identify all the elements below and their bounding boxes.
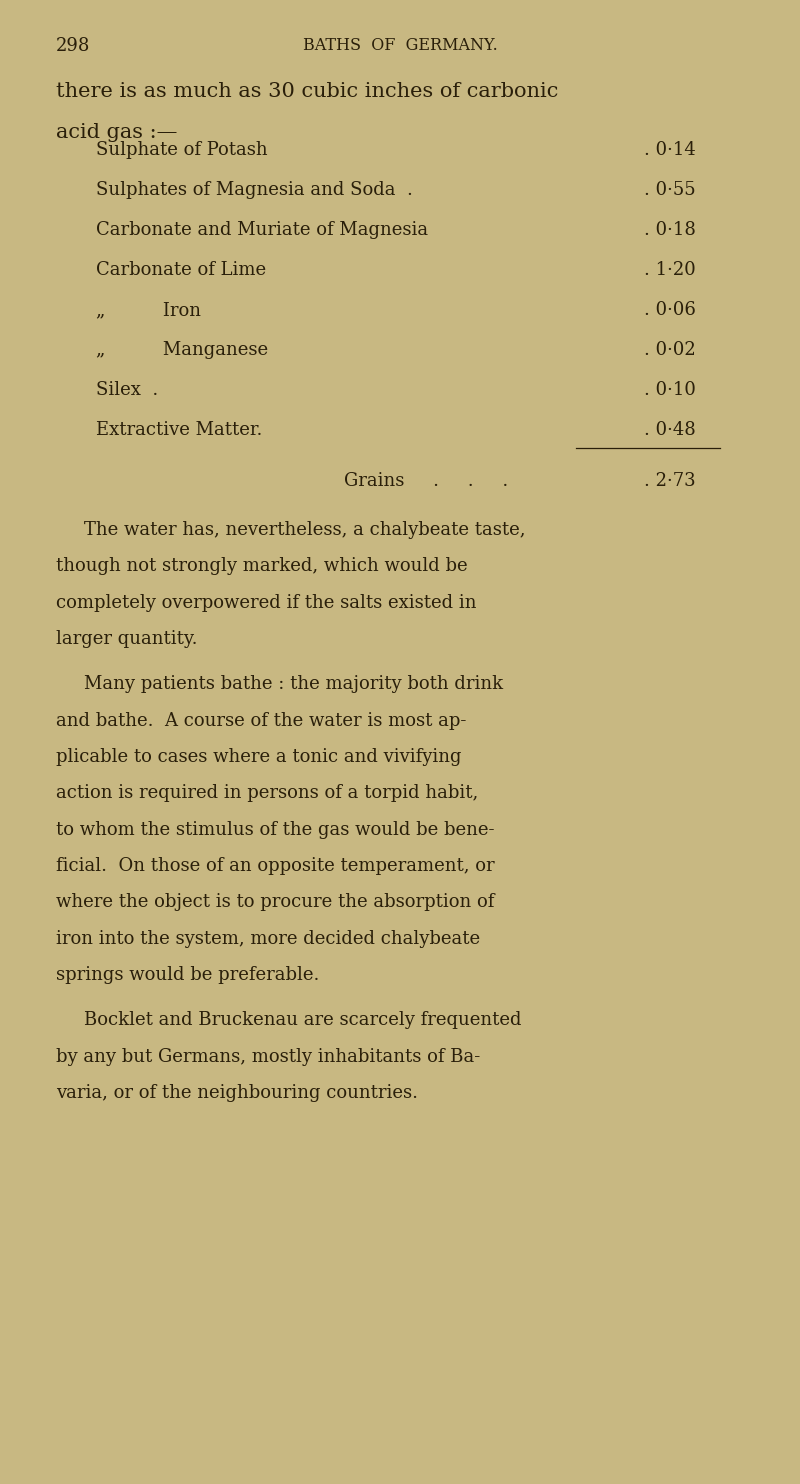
Text: plicable to cases where a tonic and vivifying: plicable to cases where a tonic and vivi… <box>56 748 462 766</box>
Text: . 0·06: . 0·06 <box>644 301 696 319</box>
Text: Many patients bathe : the majority both drink: Many patients bathe : the majority both … <box>84 675 503 693</box>
Text: though not strongly marked, which would be: though not strongly marked, which would … <box>56 558 468 576</box>
Text: iron into the system, more decided chalybeate: iron into the system, more decided chaly… <box>56 930 480 948</box>
Text: . 1·20: . 1·20 <box>644 261 696 279</box>
Text: Grains     .     .     .: Grains . . . <box>344 472 508 490</box>
Text: Silex  .: Silex . <box>96 381 158 399</box>
Text: Sulphate of Potash: Sulphate of Potash <box>96 141 268 159</box>
Text: ficial.  On those of an opposite temperament, or: ficial. On those of an opposite temperam… <box>56 858 494 876</box>
Text: . 0·02: . 0·02 <box>644 341 696 359</box>
Text: Sulphates of Magnesia and Soda  .: Sulphates of Magnesia and Soda . <box>96 181 413 199</box>
Text: BATHS  OF  GERMANY.: BATHS OF GERMANY. <box>302 37 498 53</box>
Text: . 0·55: . 0·55 <box>644 181 696 199</box>
Text: . 0·10: . 0·10 <box>644 381 696 399</box>
Text: varia, or of the neighbouring countries.: varia, or of the neighbouring countries. <box>56 1085 418 1103</box>
Text: . 0·18: . 0·18 <box>644 221 696 239</box>
Text: . 0·48: . 0·48 <box>644 421 696 439</box>
Text: Carbonate of Lime: Carbonate of Lime <box>96 261 266 279</box>
Text: Extractive Matter.: Extractive Matter. <box>96 421 262 439</box>
Text: . 2·73: . 2·73 <box>644 472 696 490</box>
Text: completely overpowered if the salts existed in: completely overpowered if the salts exis… <box>56 594 477 611</box>
Text: . 0·14: . 0·14 <box>644 141 696 159</box>
Text: larger quantity.: larger quantity. <box>56 631 198 649</box>
Text: and bathe.  A course of the water is most ap-: and bathe. A course of the water is most… <box>56 712 466 730</box>
Text: acid gas :—: acid gas :— <box>56 123 178 142</box>
Text: action is required in persons of a torpid habit,: action is required in persons of a torpi… <box>56 785 478 803</box>
Text: „          Manganese: „ Manganese <box>96 341 268 359</box>
Text: The water has, nevertheless, a chalybeate taste,: The water has, nevertheless, a chalybeat… <box>84 521 526 539</box>
Text: there is as much as 30 cubic inches of carbonic: there is as much as 30 cubic inches of c… <box>56 82 558 101</box>
Text: to whom the stimulus of the gas would be bene-: to whom the stimulus of the gas would be… <box>56 821 494 838</box>
Text: Carbonate and Muriate of Magnesia: Carbonate and Muriate of Magnesia <box>96 221 428 239</box>
Text: 298: 298 <box>56 37 90 55</box>
Text: „          Iron: „ Iron <box>96 301 201 319</box>
Text: Bocklet and Bruckenau are scarcely frequented: Bocklet and Bruckenau are scarcely frequ… <box>84 1012 522 1030</box>
Text: springs would be preferable.: springs would be preferable. <box>56 966 319 984</box>
Text: by any but Germans, mostly inhabitants of Ba-: by any but Germans, mostly inhabitants o… <box>56 1048 480 1066</box>
Text: where the object is to procure the absorption of: where the object is to procure the absor… <box>56 893 494 911</box>
